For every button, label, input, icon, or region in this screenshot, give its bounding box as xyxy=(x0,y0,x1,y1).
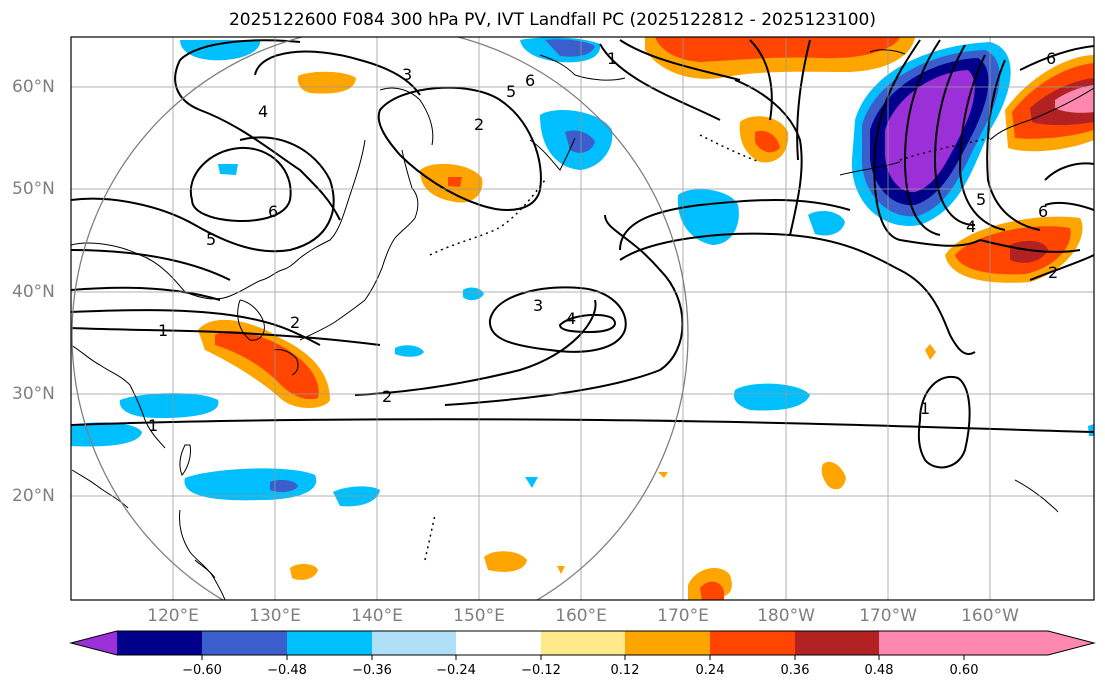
lat-label-60n: 60°N xyxy=(12,77,55,97)
lon-label-160w: 160°W xyxy=(961,606,1019,626)
contour-label: 5 xyxy=(206,230,216,249)
lon-label-120e: 120°E xyxy=(147,606,199,626)
contour-label: 1 xyxy=(158,321,168,340)
contour-label: 6 xyxy=(1038,202,1048,221)
contour-labels: 1 1 1 1 2 2 2 2 3 3 4 4 4 5 5 5 6 6 6 6 xyxy=(148,49,1058,435)
lon-label-170e: 170°E xyxy=(657,606,709,626)
contour-label: 2 xyxy=(290,313,300,332)
colorbar-segment xyxy=(372,631,456,655)
colorbar-tick-label: −0.36 xyxy=(352,663,392,678)
colorbar xyxy=(69,630,1096,660)
contour-label: 6 xyxy=(268,202,278,221)
lat-label-40n: 40°N xyxy=(12,282,55,302)
lon-label-150e: 150°E xyxy=(453,606,505,626)
colorbar-segment xyxy=(625,631,710,655)
colorbar-segment xyxy=(287,631,372,655)
contour-label: 1 xyxy=(148,416,158,435)
colorbar-tick-label: −0.12 xyxy=(521,663,561,678)
colorbar-outline xyxy=(69,630,1096,656)
lat-label-20n: 20°N xyxy=(12,486,55,506)
contour-label: 2 xyxy=(382,387,392,406)
map-title: 2025122600 F084 300 hPa PV, IVT Landfall… xyxy=(228,10,876,30)
contour-label: 4 xyxy=(566,309,576,328)
contour-label: 2 xyxy=(474,115,484,134)
colorbar-ticks xyxy=(201,655,965,660)
lon-label-170w: 170°W xyxy=(859,606,917,626)
colorbar-extend-min xyxy=(71,631,117,655)
lon-label-130e: 130°E xyxy=(249,606,301,626)
colorbar-segment xyxy=(879,631,964,655)
contour-label: 6 xyxy=(525,71,535,90)
colorbar-tick-label: 0.60 xyxy=(949,663,979,678)
lon-label-180w: 180°W xyxy=(757,606,815,626)
colorbar-tick-label: −0.60 xyxy=(182,663,222,678)
contour-label: 2 xyxy=(1048,263,1058,282)
colorbar-segment xyxy=(795,631,879,655)
contour-label: 3 xyxy=(533,296,543,315)
lat-label-50n: 50°N xyxy=(12,179,55,199)
lat-label-30n: 30°N xyxy=(12,384,55,404)
map-frame xyxy=(70,36,1095,601)
contour-label: 1 xyxy=(607,49,617,68)
contour-label: 6 xyxy=(1046,49,1056,68)
colorbar-tick-label: 0.36 xyxy=(780,663,810,678)
contour-label: 5 xyxy=(976,190,986,209)
colorbar-tick-label: −0.48 xyxy=(267,663,307,678)
contour-label: 5 xyxy=(506,82,516,101)
landfall-region-circle xyxy=(71,37,689,600)
lon-label-140e: 140°E xyxy=(351,606,403,626)
colorbar-segment xyxy=(710,631,795,655)
colorbar-extend-max xyxy=(964,631,1094,655)
graticule xyxy=(71,37,1094,600)
colorbar-segment xyxy=(117,631,202,655)
island-chains xyxy=(424,134,991,561)
colorbar-segment xyxy=(541,631,625,655)
contour-label: 4 xyxy=(258,102,268,121)
colorbar-tick-label: 0.24 xyxy=(695,663,725,678)
colorbar-tick-label: 0.48 xyxy=(864,663,894,678)
pv-contours xyxy=(71,39,1094,469)
colorbar-tick-label: −0.24 xyxy=(436,663,476,678)
colorbar-segment xyxy=(456,631,541,655)
colorbar-tick-label: 0.12 xyxy=(610,663,640,678)
contour-label: 4 xyxy=(966,217,976,236)
colorbar-segment xyxy=(202,631,287,655)
lon-label-160e: 160°E xyxy=(555,606,607,626)
contour-label: 1 xyxy=(920,399,930,418)
contour-label: 3 xyxy=(402,65,412,84)
